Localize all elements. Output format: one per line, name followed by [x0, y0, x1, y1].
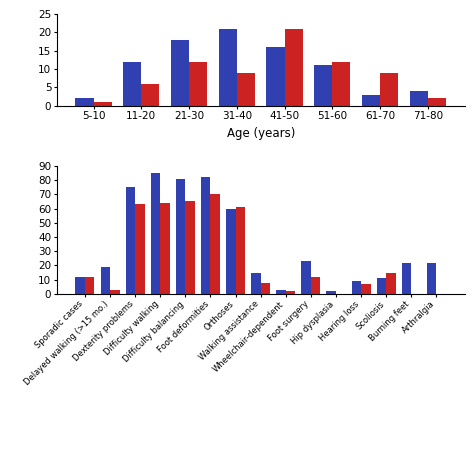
Bar — [402, 263, 411, 294]
Bar — [261, 283, 270, 294]
Bar — [141, 84, 159, 106]
Legend: Male, Female: Male, Female — [472, 19, 474, 47]
X-axis label: Age (years): Age (years) — [227, 127, 295, 140]
Bar — [151, 173, 160, 294]
Bar — [100, 267, 110, 294]
Bar — [314, 65, 332, 106]
Bar — [219, 29, 237, 106]
Bar — [135, 204, 145, 294]
Bar — [176, 179, 185, 294]
Bar — [266, 47, 284, 106]
Bar — [362, 95, 380, 106]
Bar — [185, 201, 195, 294]
Bar — [201, 177, 210, 294]
Bar — [75, 98, 93, 106]
Bar — [427, 263, 437, 294]
Bar — [410, 91, 428, 106]
Bar — [85, 277, 94, 294]
Bar — [251, 273, 261, 294]
Bar — [352, 281, 361, 294]
Bar — [237, 73, 255, 106]
Bar — [93, 102, 112, 106]
Bar — [332, 62, 350, 106]
Bar — [286, 291, 295, 294]
Bar — [284, 29, 303, 106]
Bar — [276, 290, 286, 294]
Bar — [171, 40, 189, 106]
Bar — [301, 261, 311, 294]
Bar — [380, 73, 398, 106]
Bar — [75, 277, 85, 294]
Bar — [236, 207, 245, 294]
Bar — [386, 273, 396, 294]
Bar — [377, 278, 386, 294]
Bar — [428, 98, 446, 106]
Bar — [189, 62, 207, 106]
Bar — [123, 62, 141, 106]
Bar — [126, 187, 135, 294]
Bar — [311, 277, 320, 294]
Bar — [160, 203, 170, 294]
Bar — [327, 291, 336, 294]
Bar — [210, 194, 220, 294]
Bar — [110, 290, 119, 294]
Bar — [226, 209, 236, 294]
Bar — [361, 284, 371, 294]
